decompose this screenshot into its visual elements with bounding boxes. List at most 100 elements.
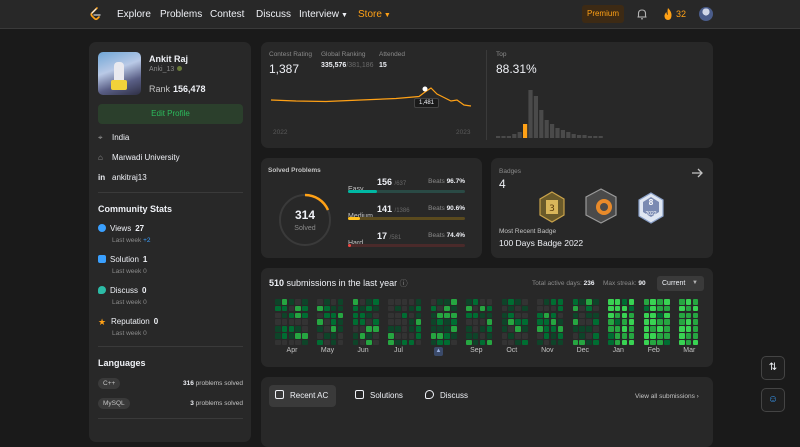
heatmap-cell[interactable] [614,319,621,325]
heatmap-cell[interactable] [650,319,656,325]
heatmap-cell[interactable] [586,299,592,305]
heatmap-cell[interactable] [614,312,621,319]
heatmap-cell[interactable] [692,305,699,312]
heatmap-cell[interactable] [579,339,585,346]
heatmap-cell[interactable] [324,319,330,325]
heatmap-cell[interactable] [586,339,592,346]
heatmap-cell[interactable] [664,312,670,319]
heatmap-cell[interactable] [437,319,443,325]
heatmap-cell[interactable] [352,326,359,332]
heatmap-cell[interactable] [593,333,599,339]
heatmap-cell[interactable] [572,339,579,346]
heatmap-cell[interactable] [621,326,628,332]
heatmap-cell[interactable] [579,319,585,325]
heatmap-cell[interactable] [444,326,450,332]
nav-discuss[interactable]: Discuss [256,9,292,20]
heatmap-cell[interactable] [685,326,692,332]
heatmap-cell[interactable] [657,305,663,312]
heatmap-cell[interactable] [317,339,323,346]
heatmap-cell[interactable] [388,333,394,339]
heatmap-cell[interactable] [657,339,663,346]
heatmap-cell[interactable] [415,299,421,305]
heatmap-cell[interactable] [281,312,288,319]
heatmap-cell[interactable] [451,305,457,312]
heatmap-cell[interactable] [614,326,621,332]
heatmap-cell[interactable] [522,333,528,339]
heatmap-cell[interactable] [352,305,359,312]
nav-contest[interactable]: Contest [210,9,245,20]
heatmap-cell[interactable] [373,312,379,319]
heatmap-cell[interactable] [472,299,479,305]
tab-solutions[interactable]: Solutions [349,385,411,407]
heatmap-cell[interactable] [579,312,585,319]
heatmap-cell[interactable] [437,339,443,346]
heatmap-cell[interactable] [444,319,450,325]
heatmap-cell[interactable] [373,326,379,332]
heatmap-cell[interactable] [401,312,408,319]
heatmap-cell[interactable] [608,339,614,346]
heatmap-cell[interactable] [275,305,281,312]
heatmap-cell[interactable] [515,339,521,346]
heatmap-cell[interactable] [388,326,394,332]
heatmap-cell[interactable] [685,305,692,312]
heatmap-cell[interactable] [472,312,479,319]
heatmap-cell[interactable] [288,333,295,339]
heatmap-cell[interactable] [288,305,295,312]
heatmap-cell[interactable] [472,333,479,339]
heatmap-cell[interactable] [679,326,685,332]
heatmap-cell[interactable] [679,305,685,312]
heatmap-cell[interactable] [572,319,579,325]
heatmap-cell[interactable] [395,312,401,319]
heatmap-cell[interactable] [650,305,656,312]
heatmap-cell[interactable] [543,312,550,319]
heatmap-cell[interactable] [317,312,323,319]
heatmap-cell[interactable] [408,326,415,332]
heatmap-cell[interactable] [295,299,301,305]
heatmap-cell[interactable] [401,339,408,346]
heatmap-cell[interactable] [295,319,301,325]
heatmap-cell[interactable] [437,305,443,312]
heatmap-cell[interactable] [657,326,663,332]
heatmap-cell[interactable] [557,299,563,305]
heatmap-cell[interactable] [508,299,514,305]
heatmap-cell[interactable] [444,299,450,305]
heatmap-cell[interactable] [557,339,563,346]
heatmap-cell[interactable] [366,339,372,346]
heatmap-cell[interactable] [415,339,421,346]
heatmap-cell[interactable] [388,319,394,325]
heatmap-cell[interactable] [664,305,670,312]
heatmap-cell[interactable] [550,312,557,319]
heatmap-cell[interactable] [444,305,450,312]
heatmap-cell[interactable] [352,339,359,346]
heatmap-cell[interactable] [593,326,599,332]
heatmap-cell[interactable] [359,299,366,305]
nav-store[interactable]: Store ▼ [358,9,391,20]
heatmap-cell[interactable] [337,299,344,305]
heatmap-cell[interactable] [572,326,579,332]
heatmap-cell[interactable] [692,339,699,346]
heatmap-cell[interactable] [324,333,330,339]
heatmap-cell[interactable] [437,333,443,339]
heatmap-cell[interactable] [366,305,372,312]
heatmap-cell[interactable] [614,305,621,312]
heatmap-cell[interactable] [359,305,366,312]
heatmap-cell[interactable] [430,339,437,346]
heatmap-cell[interactable] [664,339,670,346]
heatmap-cell[interactable] [685,333,692,339]
heatmap-cell[interactable] [330,305,337,312]
heatmap-cell[interactable] [508,305,514,312]
heatmap-cell[interactable] [650,326,656,332]
heatmap-cell[interactable] [466,333,472,339]
heatmap-cell[interactable] [628,312,634,319]
heatmap-cell[interactable] [415,319,421,325]
heatmap-cell[interactable] [614,339,621,346]
heatmap-cell[interactable] [508,333,514,339]
heatmap-cell[interactable] [501,339,508,346]
heatmap-cell[interactable] [281,333,288,339]
heatmap-cell[interactable] [557,305,563,312]
heatmap-cell[interactable] [317,319,323,325]
leetcode-logo-icon[interactable] [88,6,104,22]
heatmap-cell[interactable] [608,319,614,325]
heatmap-cell[interactable] [515,299,521,305]
heatmap-cell[interactable] [608,326,614,332]
